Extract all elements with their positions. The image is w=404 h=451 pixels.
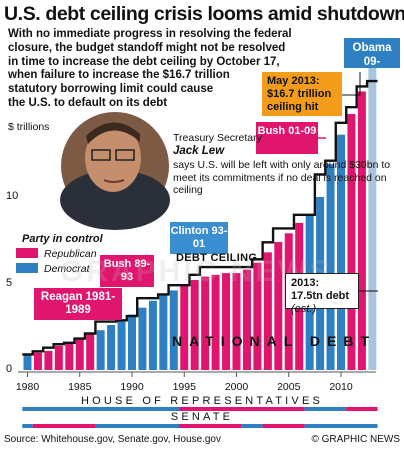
house-control-segment (304, 407, 347, 411)
x-tick-label: 1990 (120, 381, 144, 393)
may-callout-pointer (342, 72, 361, 96)
debt-bar (274, 241, 283, 370)
x-tick-label: 1980 (15, 381, 40, 393)
legend-democrat: Democrat (16, 263, 90, 275)
x-tick-label: 2000 (224, 381, 249, 393)
bush-label: Bush 01-09 (256, 122, 318, 154)
debt-bar (107, 325, 116, 370)
y-tick-label: 5 (6, 276, 13, 289)
legend-democrat-label: Democrat (44, 263, 90, 275)
debt-bar (33, 352, 42, 370)
legend-title: Party in control (22, 233, 103, 245)
y-axis-label: $ trillions (8, 121, 50, 133)
quote-title: Treasury Secretary (173, 132, 262, 144)
debt-bar (190, 280, 199, 370)
intro-text: With no immediate progress in resolving … (8, 28, 292, 109)
may-2013-callout: May 2013: $16.7 trillion ceiling hit (262, 72, 342, 116)
debt-bar (96, 330, 105, 370)
legend-republican-label: Republican (44, 248, 97, 260)
house-control-segment (22, 407, 180, 411)
debt-bar (159, 293, 168, 370)
credit: © GRAPHIC NEWS (311, 434, 401, 445)
source-note: Source: Whitehouse.gov, Senate.gov, Hous… (4, 434, 221, 445)
debt-bar (347, 113, 356, 371)
national-debt-label: NATIONAL DEBT (172, 333, 377, 349)
debt-bar (169, 290, 178, 370)
debt-bar (263, 252, 272, 370)
debt-bar (128, 314, 136, 370)
debt-bar (23, 354, 32, 370)
x-tick-label: 1995 (172, 381, 196, 393)
debt-bar (242, 269, 251, 370)
debt-bar (253, 262, 262, 370)
senate-control-segment (262, 424, 305, 428)
debt-bar (138, 307, 147, 370)
senate-control-segment (241, 424, 263, 428)
watermark: GRAPHIC NEWS (60, 255, 333, 288)
reagan-label: Reagan 1981-1989 (34, 288, 122, 320)
debt-bar (54, 345, 63, 370)
debt-bar (201, 276, 210, 370)
portrait-photo (60, 112, 170, 230)
house-control-segment (179, 407, 305, 411)
senate-label: SENATE (170, 411, 234, 423)
debt-bar (75, 338, 84, 370)
debt-bar (368, 67, 377, 370)
x-tick-label: 1985 (68, 381, 92, 393)
debt-ceiling-label: DEBT CEILING (176, 252, 258, 264)
debt-2013-text: 2013: 17.5tn debt (291, 277, 350, 302)
quote-name: Jack Lew (173, 144, 225, 157)
debt-bar (65, 342, 74, 370)
debt-2013-est: (est.) (291, 303, 317, 315)
senate-control-segment (304, 424, 378, 428)
house-control-segment (346, 407, 378, 411)
debt-bar (337, 134, 345, 370)
senate-control-segment (32, 424, 96, 428)
obama-label: Obama 09- (344, 38, 400, 68)
senate-control-segment (179, 424, 242, 428)
quote-block: Treasury Secretary Jack Lew says U.S. wi… (173, 132, 390, 197)
y-tick-label: 0 (6, 363, 13, 375)
senate-control-segment (22, 424, 33, 428)
x-tick-label: 2010 (329, 381, 353, 393)
senate-control-segment (95, 424, 180, 428)
bush-hw-label: Bush 89-93 (100, 255, 154, 287)
y-tick-label: 10 (6, 190, 19, 202)
clinton-label: Clinton 93-01 (170, 222, 228, 254)
legend-republican: Republican (16, 248, 97, 260)
house-label: HOUSE OF REPRESENTATIVES (80, 395, 324, 407)
republican-swatch (16, 248, 38, 258)
headline: U.S. debt ceiling crisis looms amid shut… (4, 3, 404, 25)
debt-bar (232, 273, 241, 370)
debt-bar (117, 319, 126, 370)
debt-bar (357, 91, 366, 370)
x-tick-label: 2005 (277, 381, 301, 393)
debt-bar (180, 285, 189, 370)
debt-ceiling-line (22, 79, 378, 356)
debt-bar (211, 274, 220, 370)
debt-bar (86, 333, 95, 370)
debt-bar (222, 273, 231, 370)
debt-bar (44, 350, 53, 370)
debt-bar (148, 300, 157, 370)
debt-bar (326, 164, 335, 370)
democrat-swatch (16, 263, 38, 273)
quote-text: says U.S. will be left with only around … (173, 159, 391, 197)
debt-2013-callout: 2013: 17.5tn debt (est.) (285, 273, 359, 315)
